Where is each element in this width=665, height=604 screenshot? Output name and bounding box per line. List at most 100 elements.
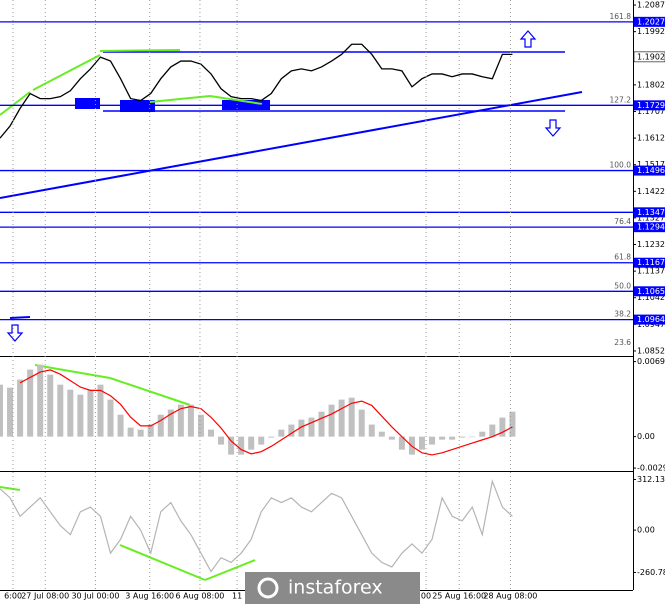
level-label: 1.1496 [637, 166, 665, 175]
histogram-bar [489, 424, 496, 437]
histogram-bar [137, 429, 144, 437]
level-box [634, 314, 665, 325]
level-box [634, 16, 665, 27]
x-tick-label: 30 Jul 00:00 [71, 592, 119, 601]
histogram-bar [469, 436, 476, 438]
x-tick-label: 00 [421, 592, 431, 601]
histogram-bar [368, 424, 375, 437]
level-box [634, 165, 665, 176]
histogram-bar [398, 436, 405, 450]
histogram-bar [177, 404, 184, 437]
histogram-bar [298, 419, 305, 437]
trend-line [0, 91, 583, 199]
histogram-bar [97, 384, 104, 437]
y-tick-label: 1.1422 [637, 187, 665, 196]
histogram-bar [117, 414, 124, 437]
histogram-bar [328, 404, 335, 437]
fib-label: 161.8 [610, 12, 632, 21]
y-tick-label: 312.1363 [637, 475, 665, 484]
histogram-bar [27, 369, 34, 437]
data-line [0, 479, 513, 573]
watermark-box [245, 572, 420, 604]
level-label: 1.1294 [637, 223, 665, 232]
histogram-bar [278, 429, 285, 437]
y-tick-label: 1.1042 [637, 293, 665, 302]
histogram-bar [378, 431, 385, 437]
histogram-bar [258, 436, 265, 445]
fib-label: 76.4 [614, 217, 631, 226]
arrows [6, 30, 562, 342]
y-tick-label: 1.1327 [637, 213, 665, 222]
y-tick-label: 1.1802 [637, 80, 665, 89]
divergence-lines [0, 49, 263, 581]
y-tick-label: 1.1612 [637, 134, 665, 143]
fib-label: 127.2 [610, 95, 632, 104]
level-box [634, 207, 665, 218]
histogram-bar [87, 389, 94, 437]
level-box [634, 257, 665, 268]
fib-label: 50.0 [614, 281, 631, 290]
level-box [634, 286, 665, 297]
histogram-bar [248, 436, 255, 450]
y-tick-label: -260.782 [637, 568, 665, 577]
level-label: 1.1065 [637, 287, 665, 296]
y-tick-label: 1.2087 [637, 1, 665, 10]
x-tick-label: 11 [232, 592, 242, 601]
y-tick-label: 1.1137 [637, 267, 665, 276]
level-label: 1.0964 [637, 315, 665, 324]
histogram-bar [358, 409, 365, 437]
watermark-icon [257, 577, 279, 599]
y-tick-label: 0.00 [637, 432, 655, 441]
watermark-text: instaforex [288, 577, 383, 599]
histogram-bar [459, 436, 466, 438]
level-box [634, 222, 665, 233]
fib-label: 23.6 [614, 338, 631, 347]
fib-label: 61.8 [614, 253, 631, 262]
histogram-bar [228, 436, 235, 455]
histogram-bar [0, 384, 3, 437]
histogram-bar [419, 436, 425, 450]
histogram-bar [107, 399, 114, 437]
histogram-bar [167, 409, 174, 437]
y-tick-label: 1.1707 [637, 107, 665, 116]
histogram-bar [208, 429, 214, 437]
level-label: 1.1729 [637, 101, 665, 110]
histogram-bar [308, 417, 315, 437]
histogram-bar [17, 379, 24, 437]
histogram-bar [37, 364, 44, 437]
histogram-bar [67, 389, 74, 437]
y-tick-label: 1.0852 [637, 346, 665, 355]
watermark: instaforex [245, 572, 420, 604]
histogram-bar [187, 404, 194, 437]
y-tick-label: 1.1992 [637, 27, 665, 36]
histogram-bar [218, 436, 225, 445]
level-box [634, 100, 665, 111]
histogram-bar [429, 436, 436, 445]
histogram-bar [509, 411, 516, 437]
histogram-bar [268, 436, 275, 438]
level-label: 1.1167 [637, 258, 665, 267]
histogram-bar [479, 431, 486, 437]
marker-line [9, 316, 31, 319]
data-line [19, 369, 513, 456]
histogram-bar [338, 399, 345, 437]
zone-box [120, 100, 155, 112]
fib-label: 100.0 [610, 161, 632, 170]
histogram-bar [147, 424, 154, 437]
y-tick-label: 1.1232 [637, 240, 665, 249]
histogram-bar [197, 414, 204, 437]
histogram-bar [77, 394, 84, 437]
y-tick-label: -0.00292 [637, 464, 665, 473]
histogram-bar [157, 414, 164, 437]
histogram-bar [449, 436, 456, 440]
histogram-bar [388, 436, 395, 440]
x-tick-label: 3 Aug 16:00 [125, 592, 174, 601]
y-tick-label: 0.00697 [637, 357, 665, 366]
histogram-bar [127, 427, 134, 437]
x-tick-label: 6 Aug 08:00 [176, 592, 225, 601]
histogram-bar [47, 374, 54, 437]
x-tick-label: 28 Aug 08:00 [483, 592, 537, 601]
